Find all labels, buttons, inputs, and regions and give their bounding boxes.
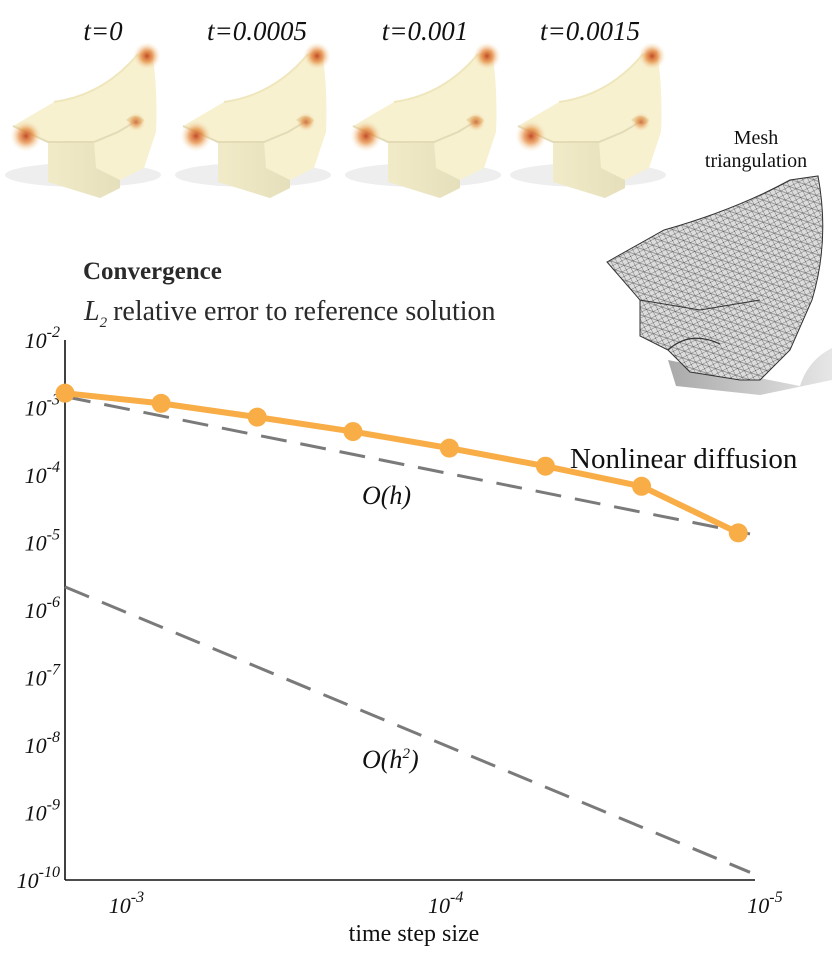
series-point [151,393,171,413]
chart-subtitle-sub: 2 [100,315,108,331]
chart-title: Convergence [83,258,222,285]
time-snapshots: t=0 t=0.0005 t=0.001 t=0.0015 [4,16,667,199]
convergence-chart: Convergence L2 relative error to referenc… [17,258,798,947]
y-tick-label: 10-2 [25,324,60,353]
series-point [728,523,748,543]
x-tick-label: 10-3 [109,889,144,918]
reference-line-order-1 [64,395,751,536]
series-line [64,390,740,536]
snapshot-label: t=0.0005 [207,16,307,46]
chart-subtitle: L2 relative error to reference solution [83,296,496,331]
reference-lines: O(h) O(h2) [64,395,751,874]
series-point [247,407,267,427]
snapshot-render [509,41,667,199]
chart-subtitle-symbol: L [83,296,100,327]
y-tick-label: 10-9 [25,797,60,826]
series-point [535,456,555,476]
y-axis-ticks: 10-2 10-3 10-4 10-5 10-6 10-7 10-8 10-9 10-10 [17,324,61,893]
y-tick-label: 10-5 [25,527,60,556]
snapshot-label: t=0.0015 [540,16,640,46]
reference-line-order-2 [64,585,751,874]
y-tick-label: 10-10 [17,864,60,893]
series-label: Nonlinear diffusion [570,443,798,475]
x-axis-label: time step size [349,921,480,947]
x-tick-label: 10-5 [747,889,782,918]
y-tick-label: 10-7 [25,662,61,691]
chart-subtitle-text: relative error to reference solution [113,296,495,327]
series-point [343,422,363,442]
y-tick-label: 10-8 [25,729,60,758]
x-axis-ticks: 10-3 10-4 10-5 [109,889,783,918]
axes [64,340,755,881]
series-point [439,438,459,458]
mesh-label-line-2: triangulation [705,150,807,172]
y-tick-label: 10-4 [25,459,60,488]
snapshot-label: t=0 [83,16,123,46]
series-point [632,476,652,496]
snapshot-render [344,41,502,199]
snapshot-render [4,41,162,199]
y-tick-label: 10-6 [25,594,60,623]
y-tick-label: 10-3 [25,392,60,421]
mesh-label-line-1: Mesh [734,127,778,149]
snapshot-render [174,41,332,199]
reference-label-order-2: O(h2) [362,745,419,774]
snapshot-label: t=0.001 [382,16,468,46]
mesh-render: Mesh triangulation [606,127,832,395]
reference-label-order-1: O(h) [362,481,411,510]
series-point [55,383,75,403]
x-tick-label: 10-4 [428,889,463,918]
data-series: Nonlinear diffusion [55,383,798,543]
